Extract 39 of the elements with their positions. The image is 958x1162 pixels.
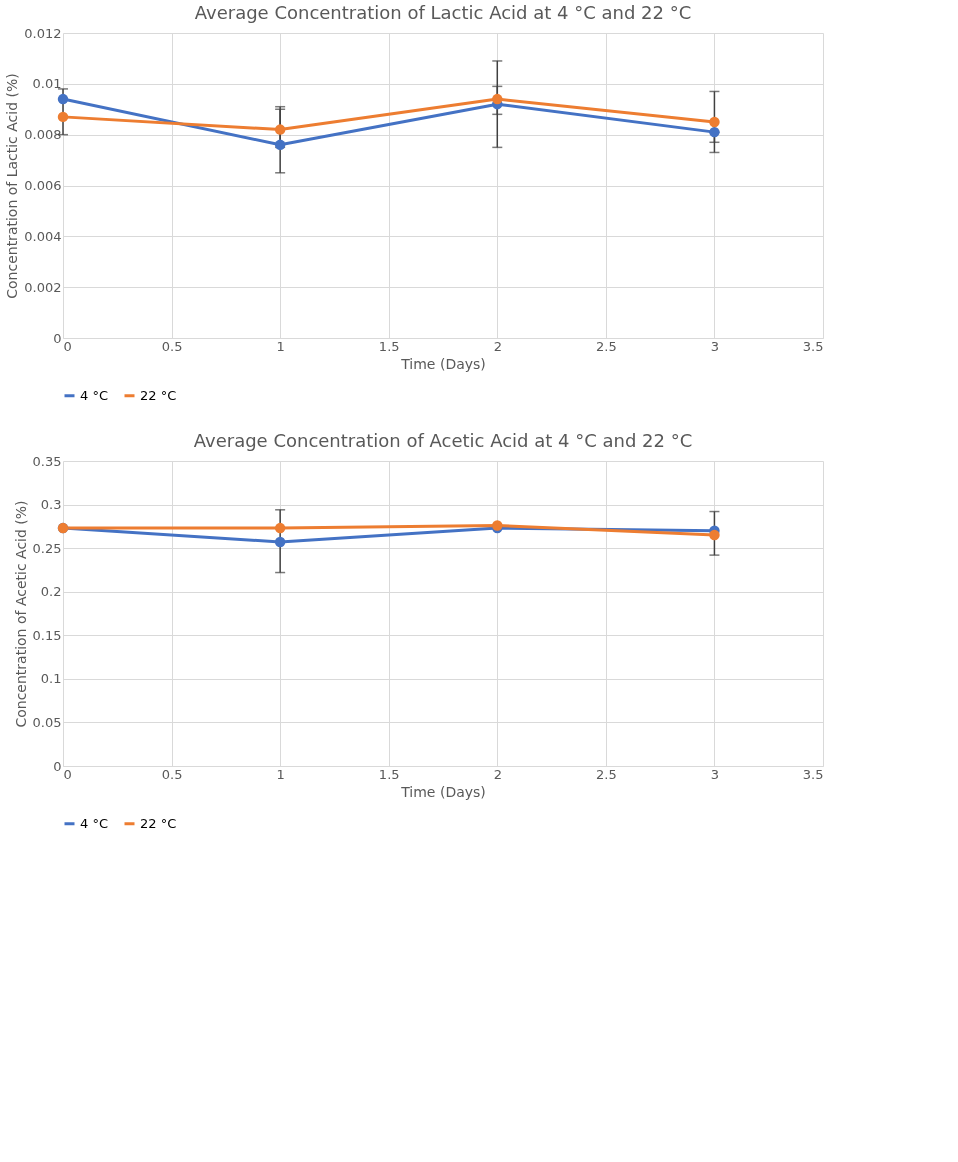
y-tick-label: 0.1 [40,671,62,687]
x-tick-label: 3 [710,338,720,354]
x-axis-title: Time (Days) [400,355,486,372]
x-tick-label: 3.5 [802,766,824,782]
chart-title: Average Concentration of Acetic Acid at 4 °C and 22 °C [193,430,693,451]
x-tick-label: 2.5 [596,338,617,354]
x-tick-label: 2 [493,766,502,782]
y-tick-label: 0.05 [32,714,62,730]
y-tick-label: 0.15 [32,627,62,643]
x-tick-label: 2 [493,338,502,354]
y-tick-label: 0.004 [24,228,62,244]
legend-label: 4 °C [80,387,108,403]
x-tick-label: 3 [710,766,720,782]
x-tick-label: 3.5 [802,338,824,354]
x-tick-label: 1 [276,338,285,354]
x-tick-label: 2.5 [596,766,617,782]
x-tick-label: 1 [276,766,285,782]
legend-label: 4 °C [80,815,108,831]
y-tick-label: 0.25 [32,540,62,556]
x-tick-label: 0.5 [161,338,183,354]
legend-label: 22 °C [140,387,177,403]
y-axis-title: Concentration of Acetic Acid (%) [12,500,29,728]
legend-label: 22 °C [140,815,177,831]
chart-title: Average Concentration of Lactic Acid at 4 °C and 22 °C [194,2,692,23]
y-tick-label: 0.01 [32,76,62,92]
y-tick-label: 0.3 [40,497,62,513]
x-tick-label: 1.5 [378,766,400,782]
y-tick-label: 0.35 [32,453,62,469]
x-axis-title: Time (Days) [400,783,486,800]
x-tick-label: 1.5 [378,338,400,354]
x-tick-label: 0 [63,338,72,354]
y-axis-title: Concentration of Lactic Acid (%) [4,73,21,299]
x-tick-label: 0.5 [161,766,183,782]
y-tick-label: 0.002 [24,279,62,295]
y-tick-label: 0.006 [24,178,62,193]
y-tick-label: 0.008 [24,127,62,143]
y-tick-label: 0.012 [24,25,62,41]
y-tick-label: 0.2 [40,584,62,600]
x-tick-label: 0 [63,766,72,782]
